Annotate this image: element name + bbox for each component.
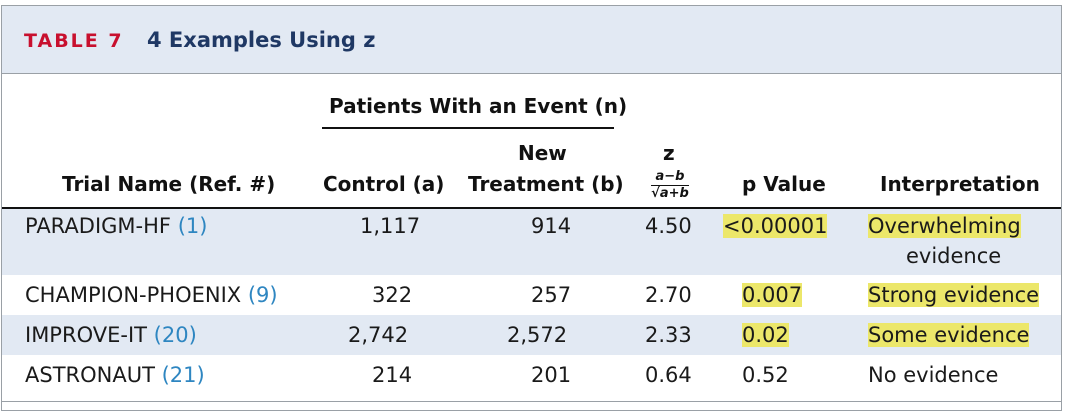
interpretation: Some evidence xyxy=(868,323,1030,347)
new-treatment-value: 914 xyxy=(531,214,572,238)
table-row: CHAMPION-PHOENIX (9) 322 257 2.70 0.007 … xyxy=(2,275,1061,315)
p-value: <0.00001 xyxy=(723,214,828,238)
control-value: 1,117 xyxy=(360,214,421,238)
trial-name: IMPROVE-IT (20) xyxy=(25,323,197,347)
table-row: IMPROVE-IT (20) 2,742 2,572 2.33 0.02 So… xyxy=(2,315,1061,355)
control-value: 214 xyxy=(372,363,413,387)
new-treatment-value: 257 xyxy=(531,283,572,307)
z-value: 0.64 xyxy=(645,363,692,387)
table-row: ASTRONAUT (21) 214 201 0.64 0.52 No evid… xyxy=(2,355,1061,395)
interpretation: Overwhelming xyxy=(868,214,1021,238)
p-value: 0.52 xyxy=(742,363,789,387)
ref-link[interactable]: (9) xyxy=(247,283,278,307)
z-value: 4.50 xyxy=(645,214,692,238)
new-treatment-value: 2,572 xyxy=(507,323,568,347)
new-treatment-value: 201 xyxy=(531,363,572,387)
interpretation: Strong evidence xyxy=(868,283,1040,307)
z-value: 2.70 xyxy=(645,283,692,307)
control-value: 2,742 xyxy=(348,323,409,347)
col-header-interpretation: Interpretation xyxy=(880,172,1040,196)
p-value: 0.02 xyxy=(742,323,789,347)
header-rule xyxy=(2,207,1061,209)
table-label: TABLE 7 xyxy=(24,30,124,52)
col-header-new-line2: Treatment (b) xyxy=(468,172,624,196)
z-value: 2.33 xyxy=(645,323,692,347)
group-header-rule xyxy=(322,127,614,129)
table-title: 4 Examples Using z xyxy=(147,28,376,52)
control-value: 322 xyxy=(372,283,413,307)
ref-link[interactable]: (21) xyxy=(161,363,205,387)
ref-link[interactable]: (20) xyxy=(153,323,197,347)
z-formula: a−b √a+b xyxy=(647,170,693,201)
table-container: TABLE 7 4 Examples Using z Patients With… xyxy=(1,5,1062,411)
col-header-trial: Trial Name (Ref. #) xyxy=(62,172,276,196)
trial-name: CHAMPION-PHOENIX (9) xyxy=(25,283,278,307)
p-value: 0.007 xyxy=(742,283,803,307)
trial-name: PARADIGM-HF (1) xyxy=(25,214,208,238)
col-header-z: z xyxy=(663,141,675,165)
table-title-bar: TABLE 7 4 Examples Using z xyxy=(2,6,1061,74)
interpretation: No evidence xyxy=(868,363,999,387)
z-formula-numerator: a−b xyxy=(655,169,685,184)
interpretation-continued: evidence xyxy=(906,244,1002,268)
trial-name: ASTRONAUT (21) xyxy=(25,363,205,387)
group-header: Patients With an Event (n) xyxy=(329,94,628,118)
z-formula-bar xyxy=(651,185,689,186)
table-row: PARADIGM-HF (1) 1,117 914 4.50 <0.00001 … xyxy=(2,209,1061,275)
col-header-control: Control (a) xyxy=(323,172,445,196)
col-header-new-line1: New xyxy=(518,141,567,165)
ref-link[interactable]: (1) xyxy=(177,214,208,238)
table-bottom-rule xyxy=(2,401,1061,402)
col-header-p: p Value xyxy=(742,172,826,196)
z-formula-denominator: √a+b xyxy=(651,186,689,201)
